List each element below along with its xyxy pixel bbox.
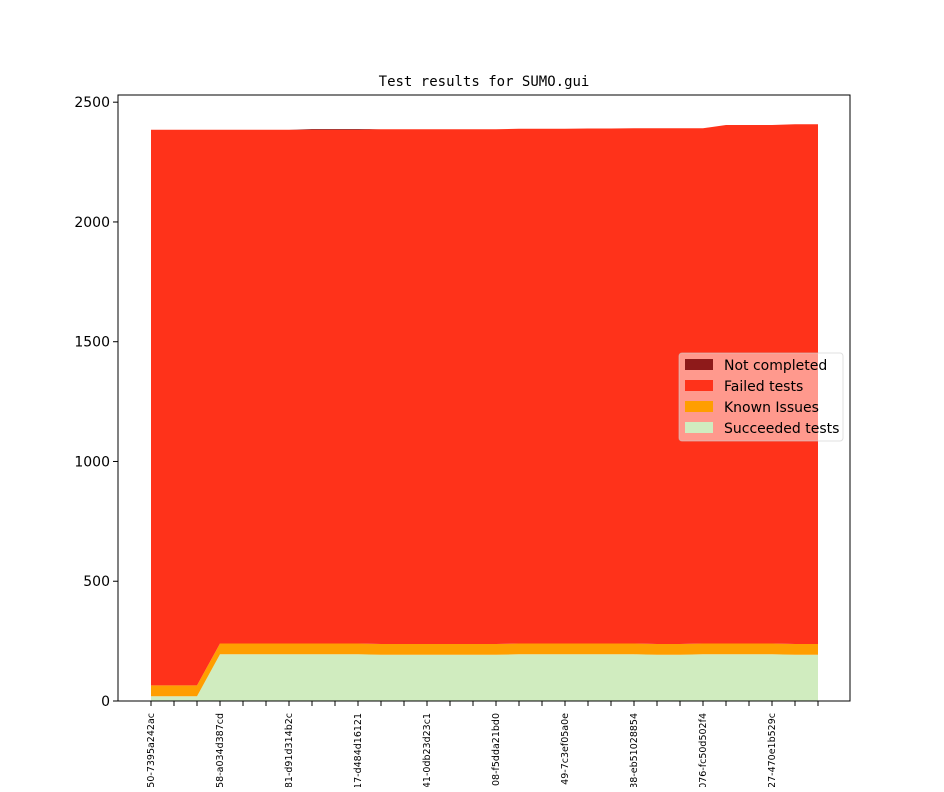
legend-label: Not completed	[724, 358, 827, 374]
x-tick-label: 41-0db23d23c1	[422, 713, 433, 787]
y-tick-label: 2000	[74, 215, 110, 231]
x-tick-label: 81-d91d314b2c	[284, 713, 295, 787]
legend-swatch	[685, 380, 713, 391]
legend: Not completed Failed tests Known Issues Suc…	[678, 352, 844, 442]
chart-title: Test results for SUMO.gui	[379, 74, 590, 90]
legend-label: Known Issues	[724, 400, 819, 416]
x-tick-label: 17-d484d16121	[353, 713, 364, 787]
legend-label: Failed tests	[724, 379, 803, 395]
x-tick-label: 49-7c3ef05a0e	[560, 713, 571, 785]
y-axis: 0 500 1000 1500 2000 2500	[74, 95, 118, 710]
x-axis: 50-7395a242ac 58-a034d387cd 81-d91d314b2c 1…	[146, 701, 819, 789]
y-tick-label: 1500	[74, 335, 110, 351]
area-succeeded-tests	[151, 654, 818, 701]
y-tick-label: 500	[83, 574, 110, 590]
x-tick-label: 50-7395a242ac	[146, 713, 157, 787]
x-tick-label: 08-f5dda21bd0	[491, 713, 502, 786]
area-known-issues	[151, 643, 818, 697]
x-tick-label: 38-eb51028854	[629, 713, 640, 787]
legend-label: Succeeded tests	[724, 421, 839, 437]
legend-swatch	[685, 422, 713, 433]
legend-box	[678, 352, 844, 442]
legend-swatch	[685, 359, 713, 370]
y-tick-label: 1000	[74, 454, 110, 470]
y-tick-label: 0	[101, 694, 110, 710]
x-tick-label: 58-a034d387cd	[215, 713, 226, 787]
legend-swatch	[685, 401, 713, 412]
area-failed-tests	[151, 124, 818, 686]
plot-frame	[117, 94, 851, 702]
area-layers	[151, 124, 818, 701]
x-tick-label: 27-470e1b529c	[767, 713, 778, 787]
y-tick-label: 2500	[74, 95, 110, 111]
x-tick-label: 076-fc50d502f4	[698, 713, 709, 787]
